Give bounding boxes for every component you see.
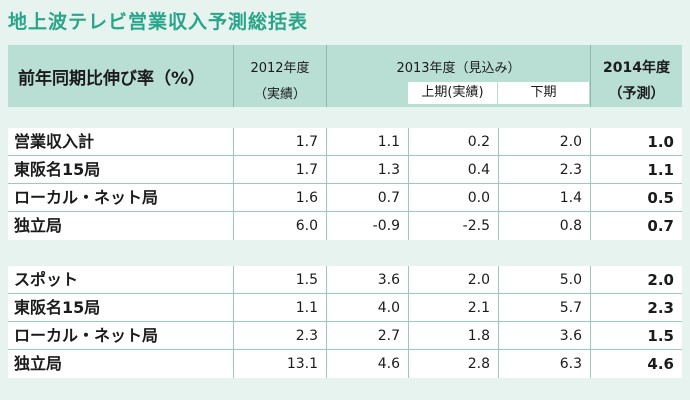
- cell-2013-second-half: 5.0: [498, 266, 590, 294]
- cell-2013: -0.9: [326, 212, 408, 240]
- header-2013-cell: 2013年度（見込み）: [326, 45, 590, 107]
- cell-2012: 6.0: [233, 212, 326, 240]
- cell-2012: 2.3: [233, 322, 326, 350]
- cell-2013-second-half: 2.3: [498, 156, 590, 184]
- table-row: 東阪名15局 1.1 4.0 2.1 5.7 2.3: [8, 294, 682, 322]
- cell-2013-second-half: 6.3: [498, 350, 590, 378]
- header-2012-year: 2012年度: [250, 61, 310, 76]
- cell-2013: 3.6: [326, 266, 408, 294]
- cell-2012: 1.6: [233, 184, 326, 212]
- header-label-cell: 前年同期比伸び率（%）: [8, 45, 233, 107]
- header-2014-year: 2014年度: [603, 60, 670, 76]
- header-2014-cell: 2014年度 （予測）: [590, 45, 682, 107]
- cell-2013-first-half: 0.4: [408, 156, 498, 184]
- cell-2014: 1.5: [590, 322, 682, 350]
- table-group-spot: スポット 1.5 3.6 2.0 5.0 2.0 東阪名15局 1.1 4.0 2.1 5.7 2.3…: [8, 266, 682, 378]
- row-label: 営業収入計: [14, 132, 95, 151]
- cell-2013-second-half: 0.8: [498, 212, 590, 240]
- row-label: 独立局: [14, 354, 63, 373]
- header-main-label: 前年同期比伸び率（%）: [18, 69, 206, 89]
- cell-2013-first-half: -2.5: [408, 212, 498, 240]
- cell-2012: 1.5: [233, 266, 326, 294]
- cell-2013-second-half: 5.7: [498, 294, 590, 322]
- cell-2014: 2.3: [590, 294, 682, 322]
- table-row: ローカル・ネット局 2.3 2.7 1.8 3.6 1.5: [8, 322, 682, 350]
- cell-2014: 1.0: [590, 128, 682, 156]
- row-label: 東阪名15局: [14, 298, 101, 317]
- cell-2012: 1.7: [233, 128, 326, 156]
- table-row: ローカル・ネット局 1.6 0.7 0.0 1.4 0.5: [8, 184, 682, 212]
- row-label: ローカル・ネット局: [14, 326, 159, 345]
- cell-2013-second-half: 2.0: [498, 128, 590, 156]
- cell-2013-first-half: 1.8: [408, 322, 498, 350]
- cell-2013: 4.0: [326, 294, 408, 322]
- cell-2013: 1.1: [326, 128, 408, 156]
- table-header: 前年同期比伸び率（%） 2012年度 （実績） 2013年度（見込み） 上期(実…: [8, 45, 682, 107]
- row-label: 東阪名15局: [14, 160, 101, 179]
- cell-2013-first-half: 0.2: [408, 128, 498, 156]
- cell-2013: 2.7: [326, 322, 408, 350]
- header-2012-cell: 2012年度 （実績）: [233, 45, 326, 107]
- row-label: スポット: [14, 270, 79, 289]
- cell-2014: 4.6: [590, 350, 682, 378]
- table-group-total: 営業収入計 1.7 1.1 0.2 2.0 1.0 東阪名15局 1.7 1.3 0.4 2.3 1.…: [8, 128, 682, 240]
- header-2012-note: （実績）: [253, 87, 306, 102]
- cell-2014: 0.5: [590, 184, 682, 212]
- page-title: 地上波テレビ営業収入予測総括表: [8, 11, 309, 33]
- cell-2013: 4.6: [326, 350, 408, 378]
- cell-2013-first-half: 2.0: [408, 266, 498, 294]
- table-row: 営業収入計 1.7 1.1 0.2 2.0 1.0: [8, 128, 682, 156]
- cell-2013-second-half: 3.6: [498, 322, 590, 350]
- header-2014-note: （予測）: [608, 86, 665, 102]
- cell-2012: 1.1: [233, 294, 326, 322]
- cell-2014: 2.0: [590, 266, 682, 294]
- header-2013-second-half: 下期: [498, 82, 589, 104]
- cell-2013-first-half: 2.8: [408, 350, 498, 378]
- cell-2012: 13.1: [233, 350, 326, 378]
- cell-2013-first-half: 0.0: [408, 184, 498, 212]
- cell-2012: 1.7: [233, 156, 326, 184]
- row-label: 独立局: [14, 216, 63, 235]
- cell-2013: 1.3: [326, 156, 408, 184]
- table-row: 東阪名15局 1.7 1.3 0.4 2.3 1.1: [8, 156, 682, 184]
- table-row: 独立局 13.1 4.6 2.8 6.3 4.6: [8, 350, 682, 378]
- header-2013-label: 2013年度（見込み）: [396, 61, 521, 76]
- table-row: 独立局 6.0 -0.9 -2.5 0.8 0.7: [8, 212, 682, 240]
- table-row: スポット 1.5 3.6 2.0 5.0 2.0: [8, 266, 682, 294]
- cell-2014: 1.1: [590, 156, 682, 184]
- cell-2014: 0.7: [590, 212, 682, 240]
- cell-2013-second-half: 1.4: [498, 184, 590, 212]
- cell-2013: 0.7: [326, 184, 408, 212]
- cell-2013-first-half: 2.1: [408, 294, 498, 322]
- row-label: ローカル・ネット局: [14, 188, 159, 207]
- header-2013-first-half: 上期(実績): [408, 82, 497, 104]
